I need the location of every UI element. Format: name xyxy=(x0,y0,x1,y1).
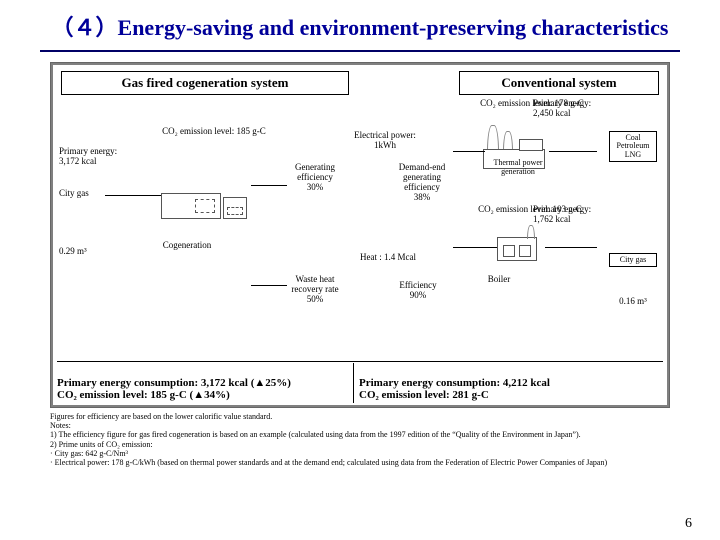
flow-right-heat-in xyxy=(545,247,597,248)
right-summary: Primary energy consumption: 4,212 kcal C… xyxy=(359,377,659,401)
note-line-5: · Electrical power: 178 g-C/kWh (based o… xyxy=(50,458,670,467)
flow-right-heat xyxy=(453,247,497,248)
summary-divider xyxy=(353,363,354,403)
left-summary-1: Primary energy consumption: 3,172 kcal (… xyxy=(57,377,349,389)
flow-right-elec xyxy=(453,151,485,152)
boiler-eff-value: 90% xyxy=(410,290,427,300)
title-main: Energy-saving and environment-preserving… xyxy=(118,15,669,40)
gen-eff-value: 30% xyxy=(307,182,324,192)
right-fuel-elec: Coal Petroleum LNG xyxy=(609,131,657,162)
flow-left-elec-out xyxy=(251,185,287,186)
right-summary-1: Primary energy consumption: 4,212 kcal xyxy=(359,377,659,389)
boiler-eff-label: Efficiency xyxy=(399,280,436,290)
flow-right-elec-in xyxy=(549,151,597,152)
right-primary-boiler: Primary energy: 1,762 kcal xyxy=(533,205,603,225)
title-rule xyxy=(40,50,680,52)
gen-eff: Generating efficiency 30% xyxy=(285,163,345,193)
diagram: Gas fired cogeneration system Convention… xyxy=(50,62,670,408)
cogen-icon xyxy=(161,173,251,225)
left-header: Gas fired cogeneration system xyxy=(61,71,349,95)
note-line-2: 1) The efficiency figure for gas fired c… xyxy=(50,430,670,439)
page-number: 6 xyxy=(685,516,692,532)
heat-label: Heat : 1.4 Mcal xyxy=(343,253,433,263)
title-prefix: （４） xyxy=(52,15,118,40)
right-primary-elec: Primary energy: 2,450 kcal xyxy=(533,99,603,119)
demand-eff-label: Demand-end generating efficiency xyxy=(399,162,445,192)
waste-heat-value: 50% xyxy=(307,294,324,304)
flow-left-heat-out xyxy=(251,285,287,286)
summary-top-rule xyxy=(57,361,663,362)
panel: Gas fired cogeneration system Convention… xyxy=(53,65,667,405)
left-co2: CO₂ emission level: 185 g-C xyxy=(139,127,289,137)
demand-eff: Demand-end generating efficiency 38% xyxy=(387,163,457,203)
footnotes: Figures for efficiency are based on the … xyxy=(50,412,670,467)
right-fuel-boiler-detail: 0.16 m³ xyxy=(609,297,657,307)
elec-label: Electrical power: 1kWh xyxy=(349,131,421,151)
waste-heat: Waste heat recovery rate 50% xyxy=(285,275,345,305)
right-fuel-elec-text: Coal Petroleum LNG xyxy=(617,133,650,159)
right-header: Conventional system xyxy=(459,71,659,95)
title-area: （４）Energy-saving and environment-preserv… xyxy=(0,0,720,46)
note-line-1: Notes: xyxy=(50,421,670,430)
panel-shadow: Gas fired cogeneration system Convention… xyxy=(50,62,670,408)
boiler-label: Boiler xyxy=(471,275,527,285)
page-title: （４）Energy-saving and environment-preserv… xyxy=(40,10,680,42)
cogen-label: Cogeneration xyxy=(147,241,227,251)
left-fuel: City gas xyxy=(59,189,109,199)
gen-eff-label: Generating efficiency xyxy=(295,162,335,182)
left-summary: Primary energy consumption: 3,172 kcal (… xyxy=(57,377,349,401)
left-fuel-detail: 0.29 m³ xyxy=(59,247,109,257)
slide: （４）Energy-saving and environment-preserv… xyxy=(0,0,720,540)
note-line-0: Figures for efficiency are based on the … xyxy=(50,412,670,421)
note-line-4: · City gas: 642 g-C/Nm³ xyxy=(50,449,670,458)
flow-left-in xyxy=(105,195,161,196)
boiler-icon xyxy=(497,229,543,265)
left-summary-2: CO₂ emission level: 185 g-C (▲34%) xyxy=(57,389,349,401)
demand-eff-value: 38% xyxy=(414,192,431,202)
boiler-eff: Efficiency 90% xyxy=(389,281,447,301)
plant-label: Thermal power generation xyxy=(483,159,553,177)
right-fuel-boiler: City gas xyxy=(609,253,657,267)
waste-heat-label: Waste heat recovery rate xyxy=(291,274,338,294)
left-primary: Primary energy: 3,172 kcal xyxy=(59,147,129,167)
note-line-3: 2) Prime units of CO₂ emission: xyxy=(50,440,670,449)
right-summary-2: CO₂ emission level: 281 g-C xyxy=(359,389,659,401)
